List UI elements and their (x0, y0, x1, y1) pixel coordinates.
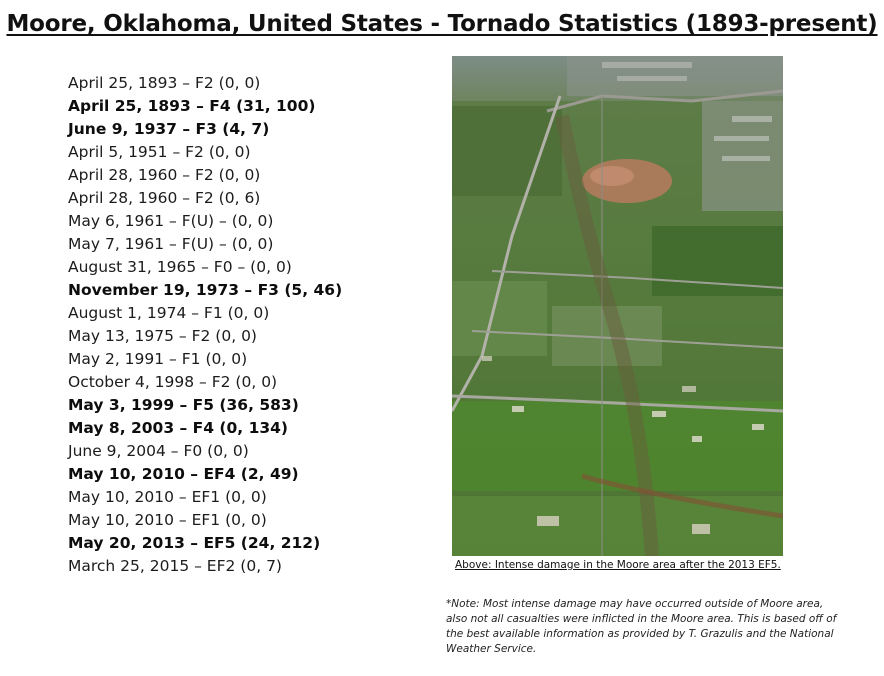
tornado-event: April 28, 1960 – F2 (0, 0) (68, 166, 261, 184)
tornado-event: March 25, 2015 – EF2 (0, 7) (68, 557, 282, 575)
tornado-event: May 13, 1975 – F2 (0, 0) (68, 327, 257, 345)
tornado-event: August 31, 1965 – F0 – (0, 0) (68, 258, 292, 276)
tornado-event: August 1, 1974 – F1 (0, 0) (68, 304, 270, 322)
tornado-event: May 8, 2003 – F4 (0, 134) (68, 419, 289, 437)
tornado-event: October 4, 1998 – F2 (0, 0) (68, 373, 278, 391)
photo-caption: Above: Intense damage in the Moore area … (455, 559, 781, 571)
tornado-event: April 25, 1893 – F2 (0, 0) (68, 74, 261, 92)
tornado-event: June 9, 1937 – F3 (4, 7) (68, 120, 270, 138)
aerial-damage-photo (452, 56, 783, 556)
tornado-event: May 20, 2013 – EF5 (24, 212) (68, 534, 321, 552)
tornado-event: May 10, 2010 – EF1 (0, 0) (68, 488, 267, 506)
tornado-event: May 6, 1961 – F(U) – (0, 0) (68, 212, 274, 230)
tornado-event: April 25, 1893 – F4 (31, 100) (68, 97, 316, 115)
footnote: *Note: Most intense damage may have occu… (446, 598, 837, 655)
tornado-event: May 3, 1999 – F5 (36, 583) (68, 396, 299, 414)
tornado-event: May 2, 1991 – F1 (0, 0) (68, 350, 248, 368)
tornado-event: May 7, 1961 – F(U) – (0, 0) (68, 235, 274, 253)
page-title: Moore, Oklahoma, United States - Tornado… (6, 11, 878, 37)
tornado-event: April 28, 1960 – F2 (0, 6) (68, 189, 261, 207)
tornado-event: June 9, 2004 – F0 (0, 0) (68, 442, 249, 460)
tornado-event: April 5, 1951 – F2 (0, 0) (68, 143, 251, 161)
tornado-event-list: April 25, 1893 – F2 (0, 0) April 25, 1893… (68, 72, 342, 578)
tornado-event: May 10, 2010 – EF4 (2, 49) (68, 465, 299, 483)
tornado-event: November 19, 1973 – F3 (5, 46) (68, 281, 343, 299)
tornado-event: May 10, 2010 – EF1 (0, 0) (68, 511, 267, 529)
